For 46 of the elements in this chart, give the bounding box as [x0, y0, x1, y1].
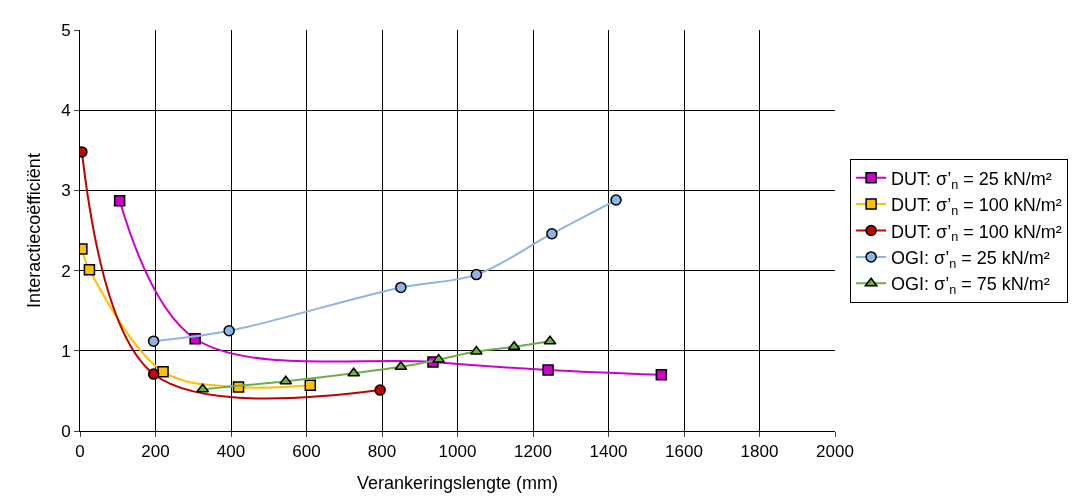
point — [469, 345, 483, 355]
point — [395, 281, 407, 294]
y-tick-label: 0 — [61, 421, 71, 441]
point — [610, 194, 622, 206]
point — [374, 384, 386, 396]
point — [279, 375, 293, 385]
y-axis-title: Interactiecoëfficiënt — [24, 153, 45, 308]
x-tick-label: 1600 — [665, 442, 703, 462]
legend-label: DUT: σ’$_{n}$ = 100 kN/m² — [891, 195, 1062, 218]
point — [83, 264, 96, 276]
x-tick-label: 1200 — [514, 442, 552, 462]
x-tick-label: 0 — [75, 442, 85, 462]
y-tick-label: 4 — [61, 101, 71, 121]
x-tick-label: 1000 — [438, 442, 477, 462]
point — [147, 335, 160, 347]
x-tick-label: 1800 — [740, 442, 779, 462]
legend-label: OGI: σ’$_{n}$ = 75 kN/m² — [891, 274, 1050, 298]
x-tick-label: 800 — [367, 442, 397, 462]
y-tick-label: 3 — [61, 181, 71, 201]
x-tick-label: 400 — [216, 442, 246, 462]
point — [546, 227, 558, 240]
point — [470, 268, 483, 281]
point — [542, 364, 554, 376]
point — [347, 367, 361, 377]
point — [223, 325, 235, 337]
x-tick-label: 600 — [292, 442, 321, 462]
point — [304, 379, 317, 392]
x-tick-label: 200 — [141, 442, 170, 462]
x-tick-label: 1400 — [589, 442, 628, 462]
y-tick-label: 1 — [61, 341, 71, 361]
legend-label: DUT: σ’$_{n}$ = 25 kN/m² — [891, 168, 1052, 192]
legend-label: OGI: σ’$_{n}$ = 25 kN/m² — [891, 247, 1050, 271]
legend-label: DUT: σ’$_{n}$ = 100 kN/m² — [891, 221, 1062, 245]
x-tick-label: 2000 — [816, 442, 854, 462]
y-tick-label: 2 — [61, 261, 71, 281]
y-tick-label: 5 — [61, 20, 71, 40]
point — [113, 195, 126, 207]
point — [394, 361, 408, 371]
point — [157, 365, 169, 378]
point — [147, 368, 160, 380]
point — [507, 341, 521, 351]
point — [543, 335, 557, 345]
point — [196, 383, 210, 393]
point — [655, 369, 668, 381]
x-axis-title: Verankeringslengte (mm) — [356, 472, 559, 493]
point — [432, 353, 446, 363]
